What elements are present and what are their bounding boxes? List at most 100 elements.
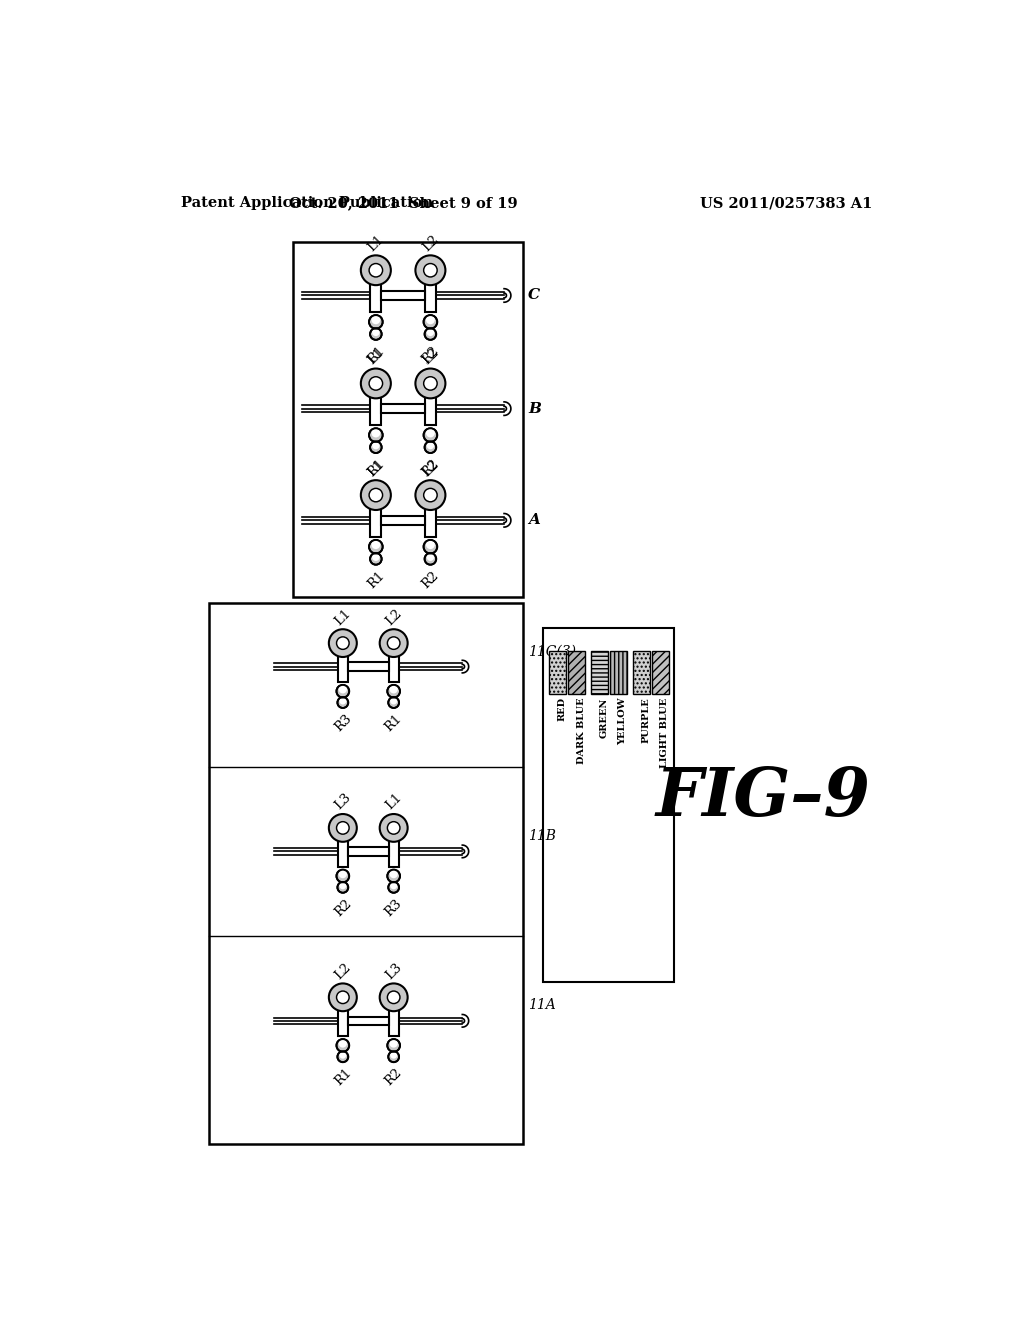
Circle shape [337,991,349,1003]
Polygon shape [504,289,511,302]
Bar [348,847,388,855]
Circle shape [425,329,436,339]
Circle shape [329,983,356,1011]
Circle shape [424,488,437,502]
Circle shape [337,1039,349,1052]
Circle shape [426,429,435,437]
Bar [388,837,398,866]
Bar [388,1006,398,1036]
Circle shape [329,630,356,657]
Bar [338,837,348,866]
Bar [348,1016,388,1024]
Polygon shape [462,660,469,673]
Circle shape [337,636,349,649]
Circle shape [372,315,380,325]
Text: R3: R3 [383,896,404,919]
Text: B: B [528,401,541,416]
Circle shape [380,814,408,842]
Circle shape [425,553,436,565]
Circle shape [339,882,346,890]
Bar [381,404,425,413]
Text: L2: L2 [420,457,441,479]
Circle shape [427,329,434,337]
Circle shape [389,870,397,878]
Bar [338,652,348,681]
Text: A: A [528,513,540,527]
Circle shape [427,442,434,449]
Text: R2: R2 [419,457,441,479]
Circle shape [388,697,399,708]
Circle shape [372,540,380,549]
Circle shape [370,553,382,565]
Text: R2: R2 [419,569,441,591]
Bar [425,504,436,536]
Circle shape [389,685,397,693]
Text: L1: L1 [332,606,353,628]
Circle shape [372,442,380,449]
Text: L1: L1 [366,457,386,479]
Text: LIGHT BLUE: LIGHT BLUE [660,697,670,768]
Text: R2: R2 [383,1067,404,1089]
Circle shape [339,1052,346,1059]
Polygon shape [504,401,511,416]
Circle shape [424,540,437,553]
Circle shape [369,428,383,442]
Text: L3: L3 [383,961,404,982]
Circle shape [370,441,382,453]
Circle shape [339,685,347,693]
Bar [388,652,398,681]
Circle shape [339,1039,347,1048]
Bar [652,651,669,693]
Text: Oct. 20, 2011  Sheet 9 of 19: Oct. 20, 2011 Sheet 9 of 19 [289,197,517,210]
Text: L2: L2 [420,232,441,253]
Text: L1: L1 [366,232,386,253]
Bar [610,651,627,693]
Bar [381,516,425,525]
Circle shape [387,685,400,697]
Circle shape [416,368,445,399]
Circle shape [338,1052,348,1063]
Bar [568,651,586,693]
Circle shape [416,255,445,285]
Text: FIG–9: FIG–9 [656,766,871,830]
Circle shape [416,480,445,510]
Bar [371,280,381,312]
Text: R2: R2 [419,345,441,366]
Text: C: C [528,289,540,302]
Circle shape [372,329,380,337]
Circle shape [427,553,434,561]
Bar [633,651,649,693]
Text: GREEN: GREEN [599,697,608,738]
Text: 11C(3): 11C(3) [528,644,575,659]
Text: L2: L2 [383,606,404,628]
Circle shape [339,697,346,705]
Circle shape [360,368,391,399]
Circle shape [390,882,397,890]
Text: R1: R1 [332,1067,354,1089]
Circle shape [388,882,399,892]
Bar [543,628,675,982]
Bar [338,1006,348,1036]
Circle shape [338,697,348,708]
Bar [591,651,607,693]
Text: R3: R3 [332,711,354,734]
Circle shape [388,1052,399,1063]
Text: L2: L2 [332,961,353,982]
Circle shape [329,814,356,842]
Circle shape [426,540,435,549]
Circle shape [337,870,349,882]
Text: R1: R1 [365,457,387,479]
Bar [549,651,566,693]
Bar [371,504,381,536]
Circle shape [337,685,349,697]
Circle shape [390,1052,397,1059]
Text: R1: R1 [383,711,404,734]
Text: L1: L1 [383,791,404,813]
Circle shape [369,264,383,277]
Text: RED: RED [557,697,566,722]
Circle shape [360,480,391,510]
Circle shape [424,315,437,329]
Circle shape [380,630,408,657]
Text: L2: L2 [420,346,441,367]
Circle shape [369,488,383,502]
